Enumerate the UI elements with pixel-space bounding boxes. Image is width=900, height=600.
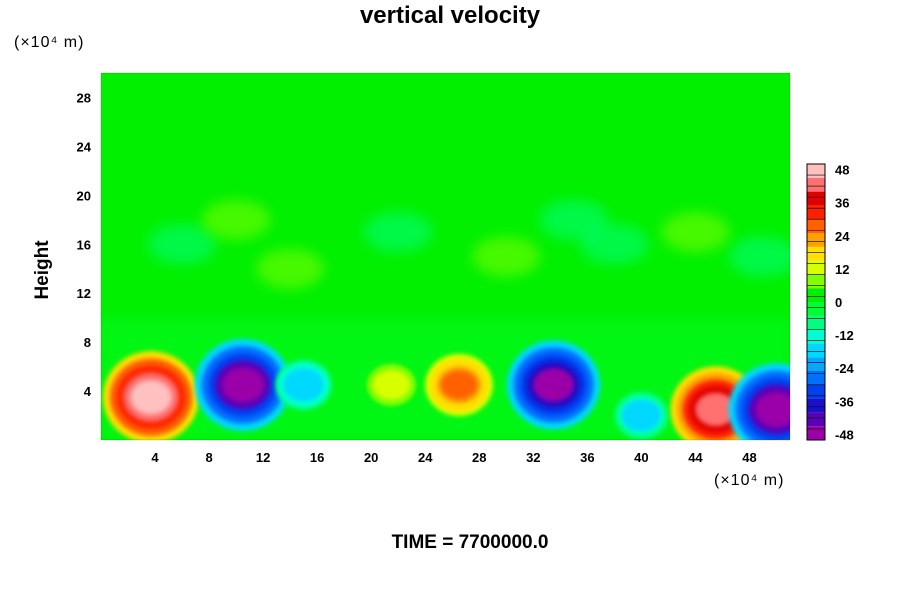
y-tick-label: 8 xyxy=(84,335,91,350)
colorbar-swatch xyxy=(807,357,825,371)
y-axis-ticks: 4 8 12 16 20 24 28 xyxy=(77,90,92,399)
field-texture xyxy=(539,199,608,240)
colorbar-swatch xyxy=(807,315,825,330)
y-tick-label: 4 xyxy=(84,384,92,399)
x-tick-label: 16 xyxy=(310,450,324,465)
y-tick-label: 20 xyxy=(77,188,91,203)
y-tick-label: 16 xyxy=(77,237,91,252)
velocity-field xyxy=(101,199,790,440)
colorbar-tick-label: -48 xyxy=(835,427,854,442)
field-feature xyxy=(755,392,790,427)
x-tick-label: 24 xyxy=(418,450,433,465)
x-axis-unit-label: (×10⁴ m) xyxy=(714,472,785,489)
field-feature xyxy=(375,372,408,398)
colorbar-swatch xyxy=(807,246,825,261)
colorbar-swatch xyxy=(807,343,825,358)
field-texture xyxy=(256,248,325,289)
x-tick-label: 48 xyxy=(742,450,756,465)
time-label: TIME = xyxy=(391,532,454,553)
colorbar-tick-label: -12 xyxy=(835,328,854,343)
x-tick-label: 20 xyxy=(364,450,378,465)
colorbar-swatch xyxy=(807,260,825,275)
x-tick-label: 40 xyxy=(634,450,648,465)
field-texture xyxy=(202,199,271,240)
plot-area xyxy=(101,73,790,440)
field-texture xyxy=(728,236,790,277)
field-feature xyxy=(130,379,172,415)
colorbar-swatch xyxy=(807,177,825,192)
colorbar-tick-label: 48 xyxy=(835,163,849,178)
y-tick-label: 12 xyxy=(77,286,91,301)
colorbar-swatch xyxy=(807,191,825,206)
x-tick-label: 32 xyxy=(526,450,540,465)
field-feature xyxy=(286,371,321,398)
colorbar-ticks: 48 36 24 12 0 -12 -24 -36 -48 xyxy=(835,163,855,443)
y-axis-unit-label: (×10⁴ m) xyxy=(14,34,85,51)
colorbar-tick-label: 0 xyxy=(835,295,842,310)
field-feature xyxy=(695,392,736,427)
colorbar-tick-label: -36 xyxy=(835,394,854,409)
y-tick-label: 28 xyxy=(77,90,91,105)
colorbar xyxy=(806,163,826,441)
colorbar-swatch xyxy=(807,329,825,344)
colorbar-swatch xyxy=(807,233,825,247)
colorbar-tick-label: 24 xyxy=(835,229,850,244)
colorbar-swatch xyxy=(807,371,825,385)
field-texture xyxy=(148,224,217,265)
x-axis-ticks: 4 8 12 16 20 24 28 32 36 40 44 48 xyxy=(151,450,756,465)
colorbar-tick-label: -24 xyxy=(835,361,855,376)
field-texture xyxy=(661,212,730,253)
colorbar-swatch xyxy=(807,398,825,413)
colorbar-swatch xyxy=(807,274,825,289)
field-feature xyxy=(624,402,658,429)
colorbar-swatch xyxy=(807,384,825,399)
x-tick-label: 28 xyxy=(472,450,486,465)
y-tick-label: 24 xyxy=(77,139,92,154)
field-texture xyxy=(364,212,433,253)
colorbar-tick-label: 36 xyxy=(835,196,849,211)
field-feature xyxy=(441,370,477,400)
colorbar-swatch xyxy=(807,302,825,316)
x-tick-label: 12 xyxy=(256,450,270,465)
colorbar-tick-label: 12 xyxy=(835,262,849,277)
time-readout: TIME = 7700000.0 xyxy=(0,532,900,554)
x-tick-label: 36 xyxy=(580,450,594,465)
x-tick-label: 44 xyxy=(688,450,703,465)
field-texture xyxy=(580,224,649,265)
time-value: 7700000.0 xyxy=(458,532,549,553)
plot-frame xyxy=(100,72,791,441)
x-tick-label: 8 xyxy=(205,450,212,465)
colorbar-swatch xyxy=(807,205,825,220)
colorbar-swatch xyxy=(807,219,825,233)
chart-title: vertical velocity xyxy=(359,2,541,29)
x-tick-label: 4 xyxy=(151,450,159,465)
field-feature xyxy=(533,368,575,402)
colorbar-swatch xyxy=(807,426,825,440)
colorbar-frame xyxy=(806,163,826,441)
colorbar-swatch xyxy=(807,288,825,302)
field-texture xyxy=(472,236,541,277)
colorbar-swatch xyxy=(807,164,825,178)
field-feature xyxy=(222,367,264,403)
colorbar-swatch xyxy=(807,412,825,427)
